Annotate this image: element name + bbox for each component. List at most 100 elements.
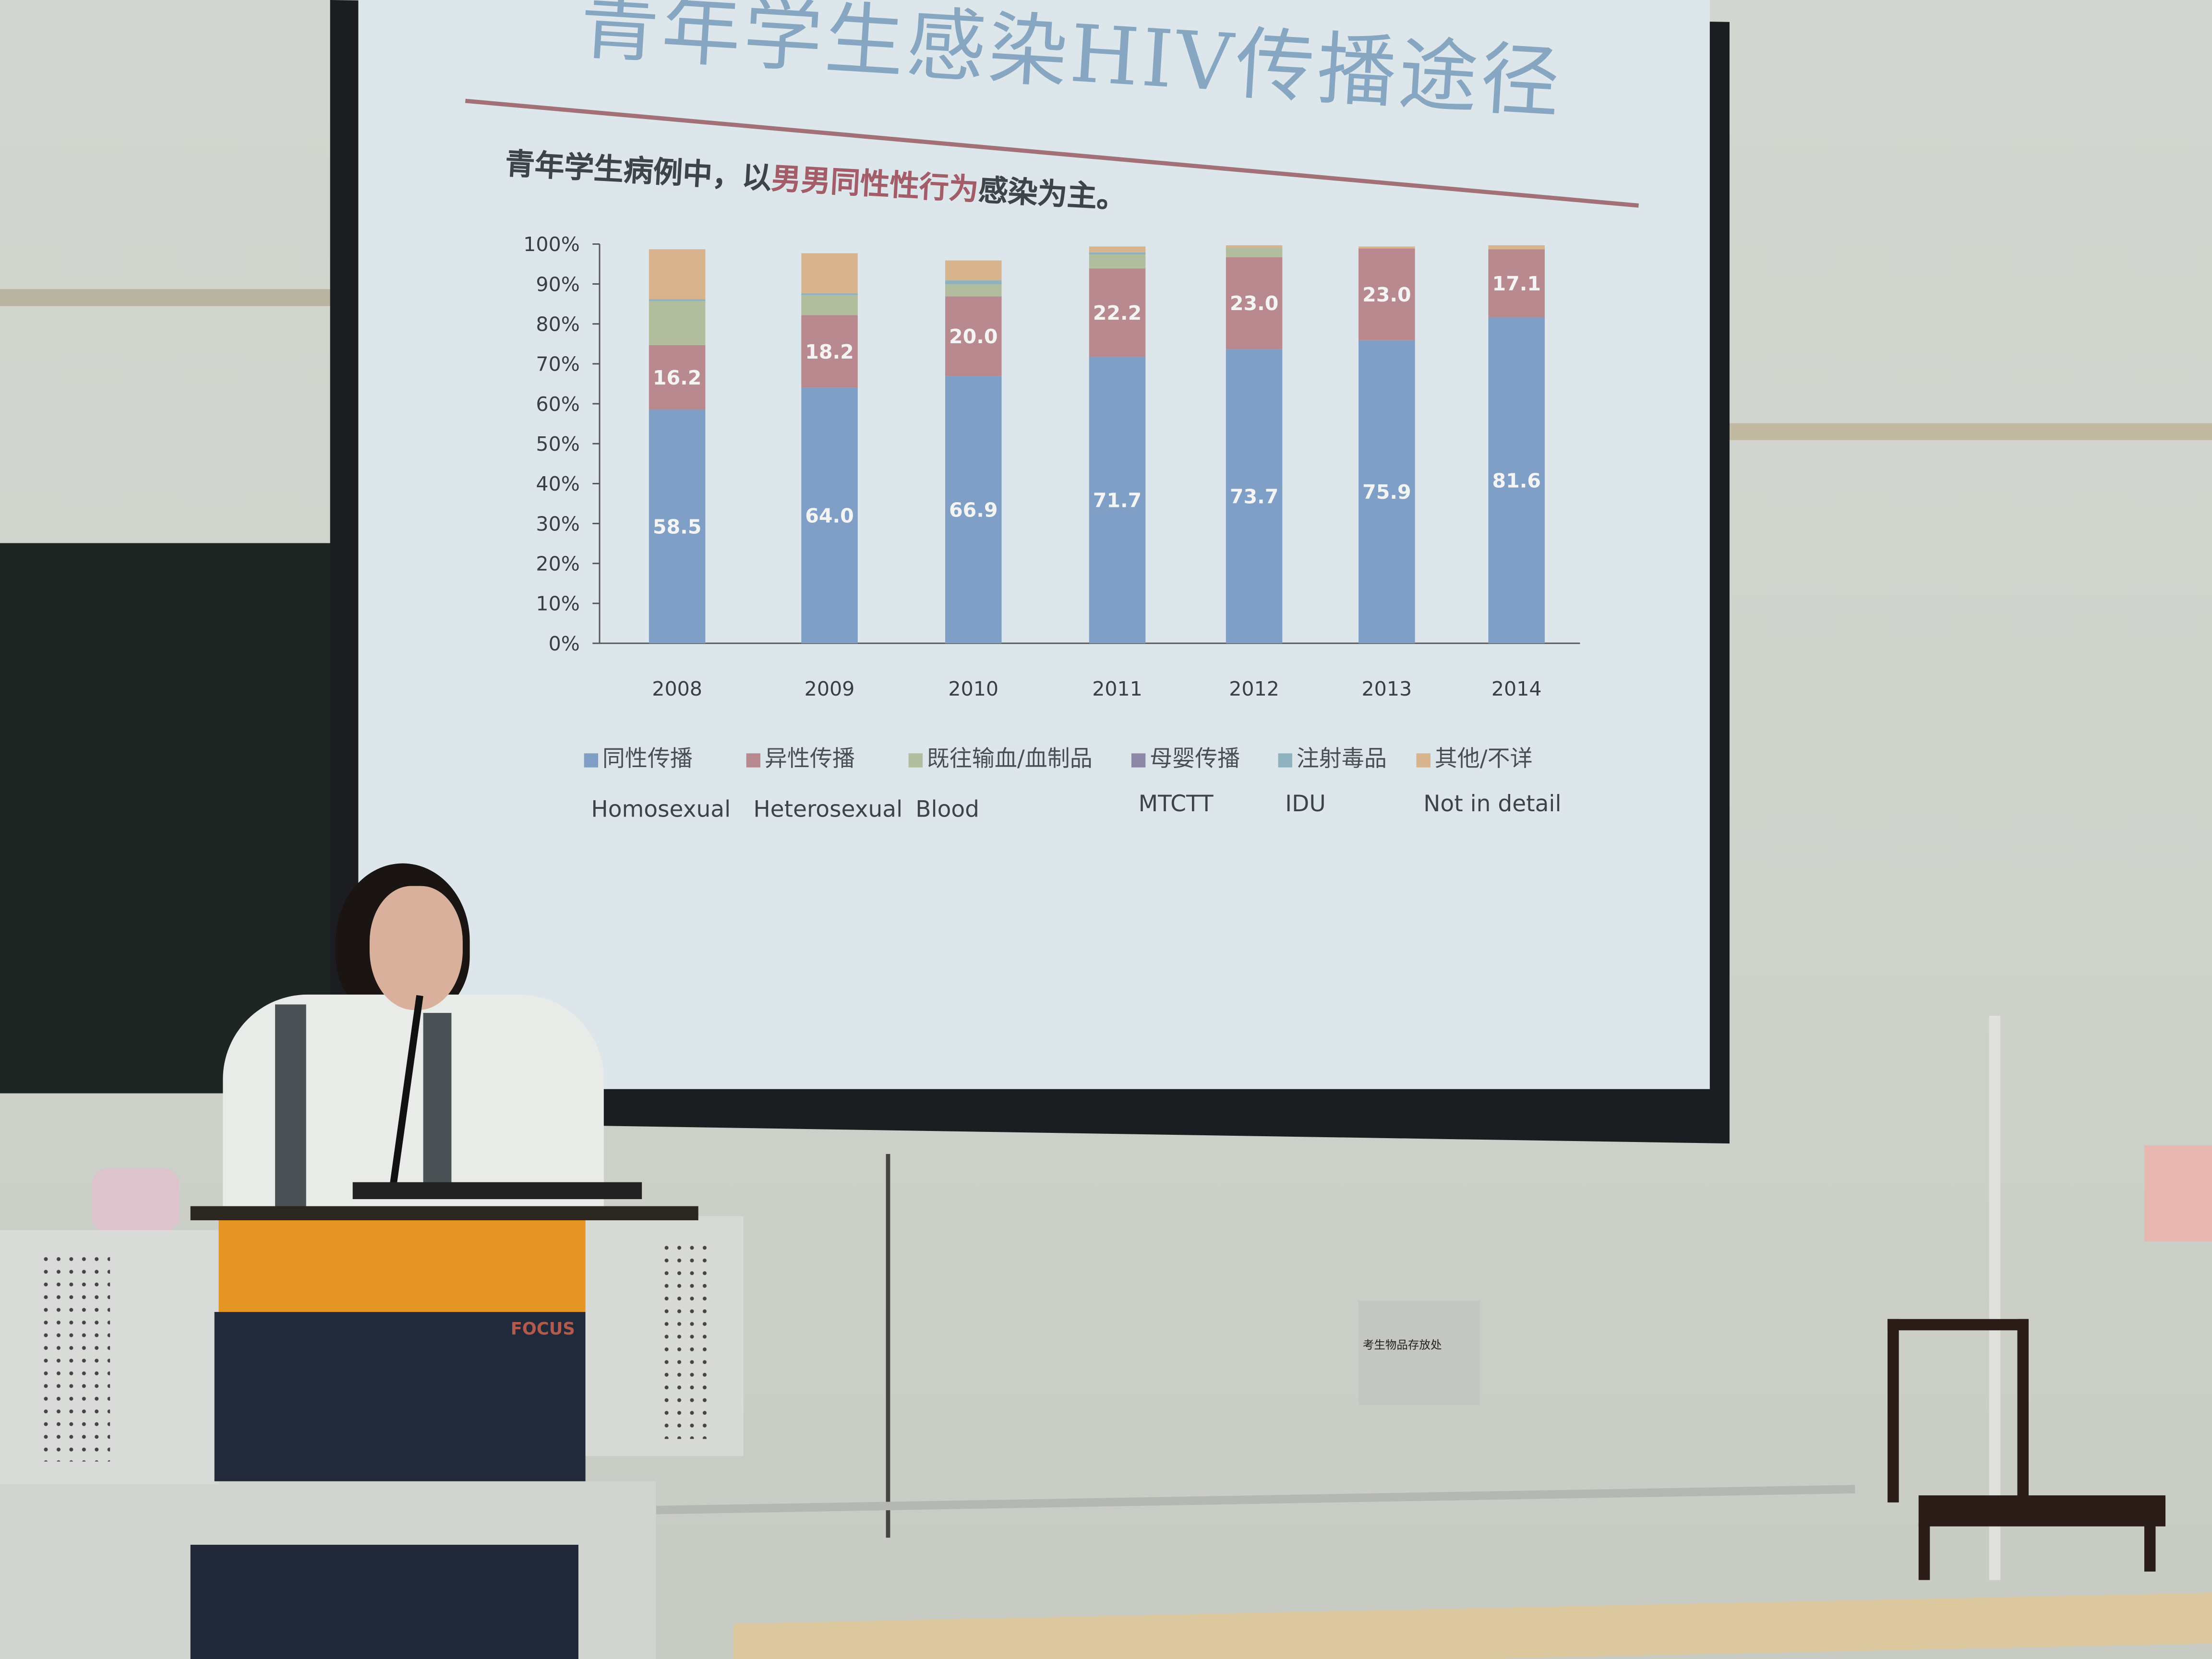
legend-label: 注射毒品 (1296, 745, 1387, 772)
legend-label-english: IDU (1285, 790, 1326, 817)
data-label: 22.2 (1093, 301, 1142, 325)
data-label: 18.2 (805, 340, 854, 363)
bar-segment (945, 280, 1002, 285)
bar-segment (801, 387, 858, 644)
bar-segment (1089, 252, 1146, 255)
data-label: 17.1 (1492, 272, 1540, 295)
legend-item: 其他/不详 (1416, 739, 1533, 773)
pink-note (2144, 1145, 2212, 1242)
legend-item: 同性传播 (584, 739, 693, 773)
bar-segment (801, 293, 858, 295)
y-tick-label: 50% (536, 433, 579, 456)
legend-label: 异性传播 (764, 745, 855, 772)
chair (1887, 1319, 2029, 1503)
bar-segment (649, 249, 706, 300)
bar-segment (1226, 245, 1283, 248)
speaker-strap (275, 1004, 306, 1216)
legend-swatch (1278, 752, 1292, 767)
legend-item: 母婴传播 (1131, 739, 1240, 773)
legend-label: 母婴传播 (1150, 745, 1240, 772)
data-label: 16.2 (653, 366, 701, 389)
data-label: 23.0 (1230, 292, 1278, 315)
y-tick-label: 10% (536, 592, 579, 615)
legend-swatch (584, 752, 599, 767)
bar-segment (1089, 254, 1146, 269)
bar-segment (1226, 349, 1283, 644)
x-tick-label: 2010 (948, 677, 998, 700)
legend-swatch (1131, 752, 1146, 767)
subtitle-suffix: 感染为主。 (977, 173, 1128, 216)
legend-swatch (908, 752, 923, 767)
y-tick-label: 70% (536, 353, 579, 376)
speaker-grille (39, 1252, 110, 1462)
chair-seat (1918, 1495, 2166, 1527)
water-bottle (92, 1168, 180, 1233)
bar-segment (1089, 268, 1146, 357)
stacked-bar-chart: 0% 10% 20% 30% 40% 50% 60% 70% 80% 90% 100% 2008 58.… (523, 233, 1580, 700)
data-label: 23.0 (1362, 283, 1411, 306)
legend-label-english: Blood (915, 795, 979, 823)
bar-segment (1089, 246, 1146, 252)
bar-segment (649, 409, 706, 644)
slide-title: 青年学生感染HIV传播途径 (577, 0, 1565, 131)
data-label: 58.5 (653, 516, 701, 539)
chair-leg (2144, 1521, 2156, 1572)
bar-segment (1488, 249, 1545, 318)
projected-slide: 青年学生感染HIV传播途径 青年学生病例中，以男男同性性行为感染为主。 0% 10… (358, 0, 1710, 1089)
chair-leg (1918, 1523, 1930, 1580)
data-label: 73.7 (1230, 485, 1278, 508)
y-tick-label: 60% (536, 393, 579, 416)
bar-segment (1488, 317, 1545, 644)
legend-item: 异性传播 (746, 739, 855, 773)
podium-top (190, 1206, 698, 1221)
desk (733, 1592, 2212, 1659)
x-tick-label: 2009 (805, 677, 855, 700)
bar-segment (801, 315, 858, 388)
legend-item: 注射毒品 (1278, 739, 1387, 773)
bar-segment (945, 296, 1002, 376)
wall-sign (1358, 1300, 1480, 1406)
bar-segment (1358, 246, 1415, 249)
legend-label-english: Heterosexual (753, 795, 903, 823)
x-tick-label: 2008 (652, 677, 702, 700)
speaker-grille (660, 1241, 711, 1439)
legend-label-english: Homosexual (591, 795, 731, 823)
chart-legend: 同性传播 Homosexual 异性传播 Heterosexual 既往输血/血制品 Bl… (584, 739, 1572, 822)
y-tick-label: 40% (536, 472, 579, 495)
data-label: 20.0 (949, 325, 998, 348)
bar-segment (945, 376, 1002, 644)
podium-logo: FOCUS (510, 1319, 575, 1339)
x-tick-label: 2013 (1362, 677, 1412, 700)
x-tick-label: 2011 (1092, 677, 1142, 700)
bar-segment (1358, 248, 1415, 340)
bar-segment (1358, 340, 1415, 644)
data-label: 75.9 (1362, 481, 1411, 504)
podium-orange-panel (218, 1216, 596, 1315)
y-tick-label: 20% (536, 552, 579, 575)
bar-segment (1488, 245, 1545, 250)
bar-segment (1226, 257, 1283, 349)
legend-label-english: MTCTT (1138, 790, 1214, 817)
bar-segment (1089, 357, 1146, 644)
data-label: 66.9 (949, 499, 998, 522)
laptop (352, 1182, 642, 1199)
podium-cabinet (190, 1544, 578, 1659)
legend-swatch (746, 752, 761, 767)
wall-beam (0, 289, 339, 306)
bar-segment (801, 253, 858, 293)
data-label: 64.0 (805, 505, 854, 528)
x-tick-label: 2012 (1229, 677, 1279, 700)
legend-item: 既往输血/血制品 (908, 739, 1093, 773)
y-tick-label: 90% (536, 273, 579, 296)
wall-pipe (1989, 1015, 2001, 1580)
bar-segment (801, 295, 858, 315)
legend-swatch (1416, 752, 1431, 767)
bar-segment (945, 260, 1002, 281)
legend-label: 其他/不详 (1434, 745, 1533, 772)
speaker-strap (423, 1013, 452, 1197)
bar-segment (649, 301, 706, 345)
legend-label: 既往输血/血制品 (926, 745, 1093, 772)
bar-segment (649, 299, 706, 301)
y-tick-label: 100% (523, 233, 580, 256)
x-tick-label: 2014 (1491, 677, 1542, 700)
